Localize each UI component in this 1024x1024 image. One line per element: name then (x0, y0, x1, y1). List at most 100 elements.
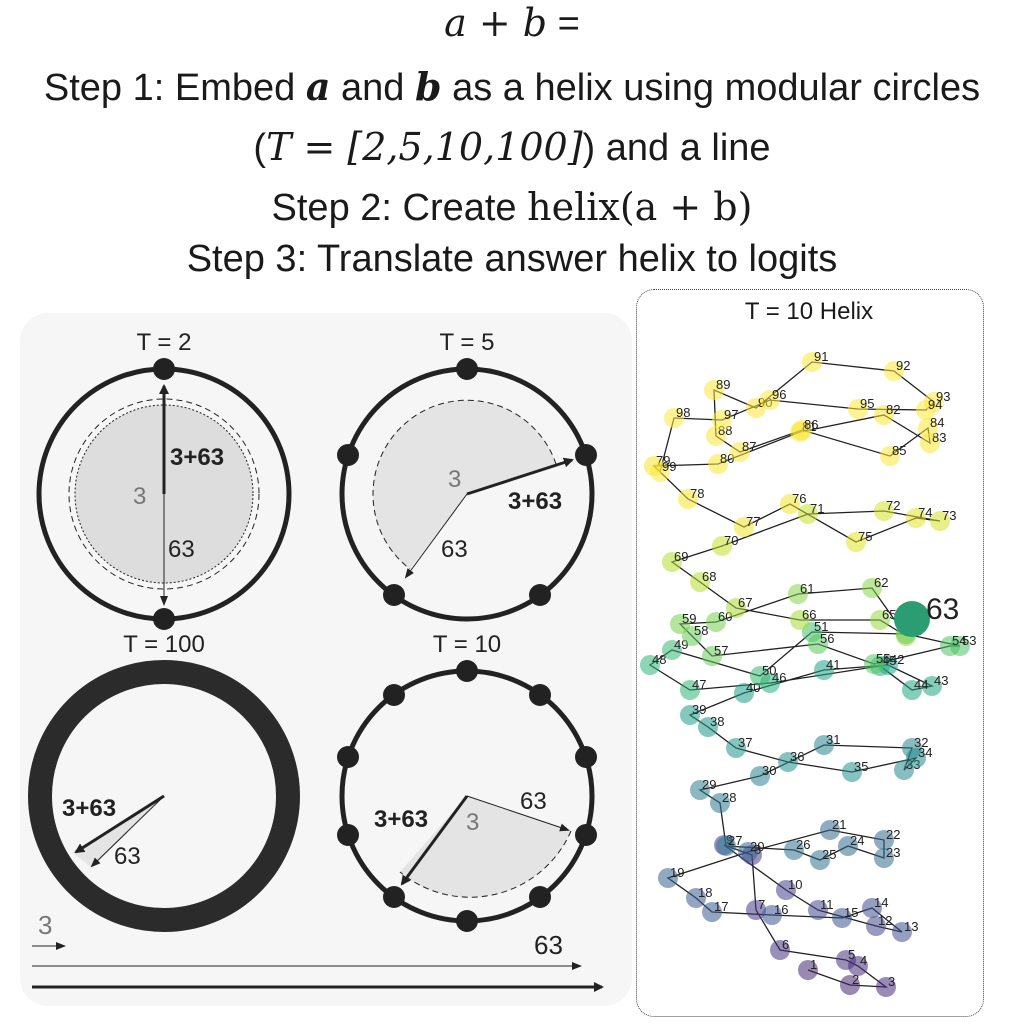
helix-point-28 (710, 793, 730, 813)
helix-point-label-99: 99 (662, 459, 676, 474)
helix-point-24 (838, 836, 858, 856)
helix-point-label-34: 34 (918, 745, 932, 760)
number-line-label-b: 63 (534, 930, 563, 960)
step1-text-pre: Step 1: Embed (43, 67, 306, 109)
helix-point-label-65: 65 (882, 607, 896, 622)
helix-point-17 (702, 902, 722, 922)
helix-point-34 (906, 748, 926, 768)
helix-point-label-77: 77 (746, 514, 760, 529)
helix-point-98 (664, 408, 684, 428)
helix-point-label-2: 2 (852, 972, 859, 987)
circle-t100-label-b: 63 (114, 843, 141, 870)
circle-t10-arrow-sum (400, 795, 469, 886)
circle-t100: T = 100 3+63 63 (28, 631, 300, 932)
helix-point-48 (640, 655, 660, 675)
number-line: 3 63 (32, 910, 604, 992)
circle-t100-arrow-63 (90, 795, 165, 868)
helix-highlight-dot (894, 601, 930, 637)
helix-point-label-48: 48 (652, 652, 666, 667)
helix-point-label-43: 43 (934, 673, 948, 688)
helix-point-89 (704, 380, 724, 400)
circle-t5-arrow-63 (404, 493, 468, 579)
helix-point-label-42: 42 (890, 652, 904, 667)
helix-point-22 (874, 830, 894, 850)
helix-point-label-5: 5 (848, 947, 855, 962)
helix-point-21 (820, 820, 840, 840)
circle-t2: T = 2 3+63 3 63 (36, 329, 292, 630)
helix-point-label-74: 74 (918, 505, 932, 520)
helix-point-label-24: 24 (850, 833, 864, 848)
helix-point-label-41: 41 (826, 657, 840, 672)
circle-t5: T = 5 3 3+63 63 (337, 329, 597, 622)
helix-point-74 (906, 508, 926, 528)
circle-t10-dot-4 (529, 886, 551, 908)
circle-t10-arrow-63 (466, 795, 570, 832)
helix-point-label-6: 6 (782, 937, 789, 952)
helix-point-label-29: 29 (702, 777, 716, 792)
circle-t5-arrow-sum (466, 457, 574, 496)
helix-point-label-19: 19 (670, 865, 684, 880)
helix-point-label-87: 87 (742, 439, 756, 454)
helix-point-65 (870, 610, 890, 630)
circle-t5-dot-2 (529, 584, 551, 606)
circle-t2-label-a: 3 (133, 483, 146, 510)
helix-point-label-21: 21 (832, 817, 846, 832)
helix-point-59 (670, 614, 690, 634)
header-line-expression: a + b = (0, 4, 1024, 43)
helix-point-label-1: 1 (810, 957, 817, 972)
helix-point-label-98: 98 (676, 405, 690, 420)
helix-point-30 (750, 766, 770, 786)
helix-point-68 (690, 572, 710, 592)
helix-point-label-23: 23 (886, 845, 900, 860)
circle-t2-dot-bottom (153, 608, 175, 630)
circle-t10-dot-1 (529, 684, 551, 706)
helix-point-26 (784, 840, 804, 860)
step1-b: b (414, 64, 442, 109)
helix-point-35 (842, 762, 862, 782)
helix-points: 1234567891011121314151617181920212223242… (640, 349, 976, 997)
helix-point-label-28: 28 (722, 790, 736, 805)
helix-point-label-76: 76 (792, 491, 806, 506)
helix-title: T = 10 Helix (744, 298, 874, 325)
helix-point-94 (916, 400, 936, 420)
helix-highlight: 63 (894, 593, 959, 637)
helix-point-14 (862, 898, 882, 918)
helix-point-label-25: 25 (822, 847, 836, 862)
helix-point-label-7: 7 (758, 897, 765, 912)
circle-t100-label-sum: 3+63 (62, 795, 116, 822)
circle-t5-dot-4 (337, 444, 359, 466)
helix-point-label-57: 57 (714, 643, 728, 658)
helix-point-12 (866, 916, 886, 936)
helix-point-60 (706, 612, 726, 632)
helix-point-73 (930, 511, 950, 531)
periods-open-paren: ( (253, 127, 267, 169)
helix-point-72 (874, 501, 894, 521)
circle-t100-ring (28, 660, 300, 932)
helix-point-label-20: 20 (750, 839, 764, 854)
helix-point-1 (798, 960, 818, 980)
circle-t5-label-b: 63 (441, 536, 468, 563)
helix-point-38 (698, 717, 718, 737)
circle-t5-wedge (373, 400, 556, 569)
helix-point-54 (940, 636, 960, 656)
helix-point-55 (864, 654, 884, 674)
circle-t5-dot-3 (383, 584, 405, 606)
helix-point-70 (712, 536, 732, 556)
circle-t5-dot-0 (456, 358, 478, 380)
helix-point-96 (760, 390, 780, 410)
circle-t2-dashed (68, 398, 260, 590)
helix-point-label-50: 50 (762, 663, 776, 678)
helix-point-label-72: 72 (886, 498, 900, 513)
step2-text-pre: Step 2: Create (271, 187, 528, 229)
helix-point-78 (678, 489, 698, 509)
helix-point-label-73: 73 (942, 508, 956, 523)
helix-point-67 (726, 598, 746, 618)
helix-point-37 (726, 738, 746, 758)
helix-point-label-92: 92 (896, 358, 910, 373)
helix-point-label-39: 39 (692, 702, 706, 717)
circle-t5-label-sum: 3+63 (508, 488, 562, 515)
helix-point-99 (650, 462, 670, 482)
helix-point-label-54: 54 (952, 633, 966, 648)
helix-point-43 (922, 676, 942, 696)
helix-point-66 (790, 610, 810, 630)
